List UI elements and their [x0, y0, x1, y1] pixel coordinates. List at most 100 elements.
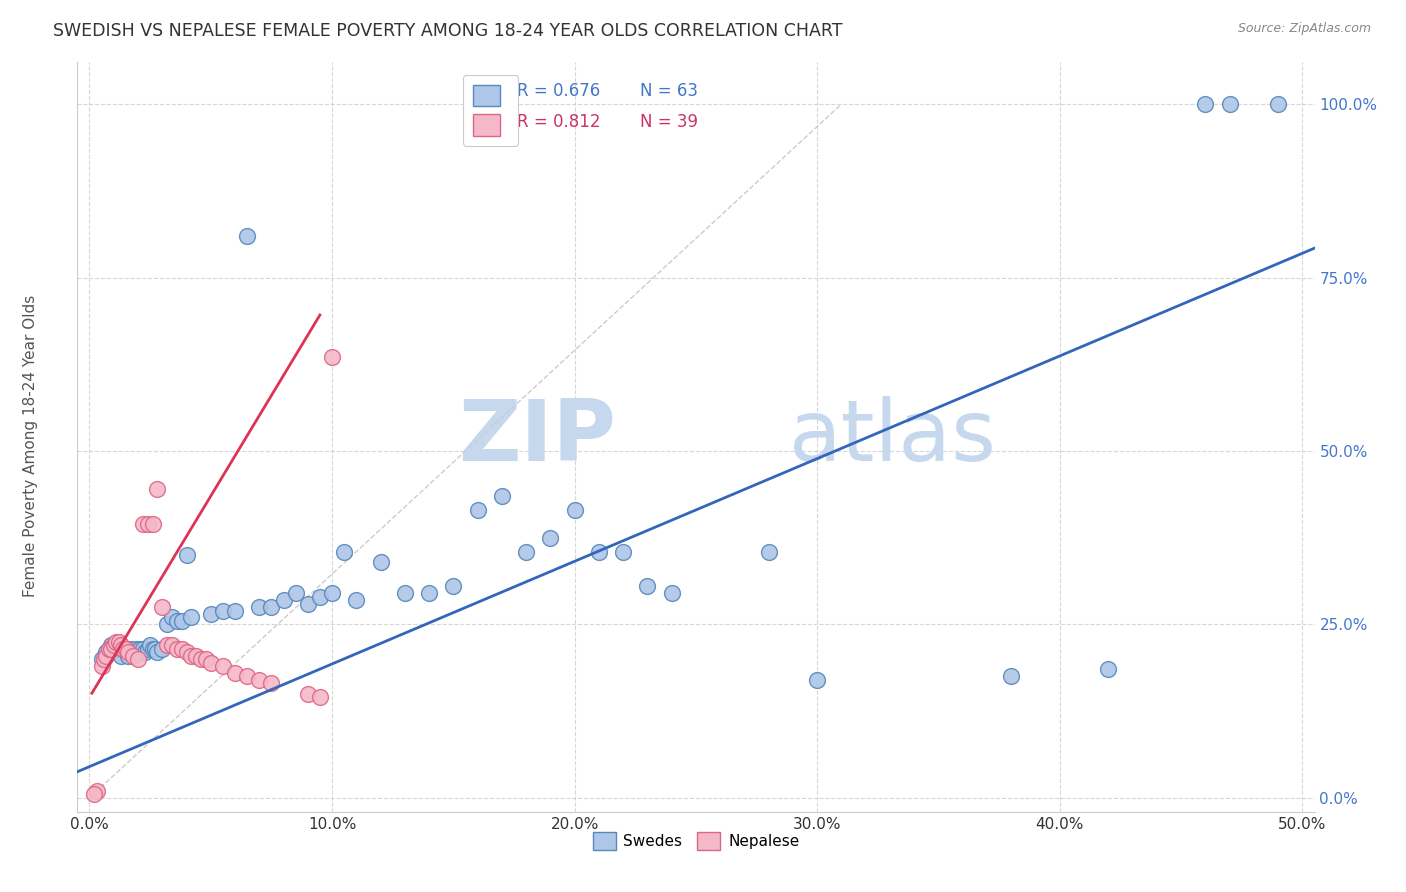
Point	[370, 555, 392, 569]
Point	[309, 590, 332, 604]
Point	[176, 548, 198, 562]
Text: atlas: atlas	[789, 395, 997, 479]
Point	[564, 503, 586, 517]
Point	[115, 641, 138, 656]
Point	[100, 638, 122, 652]
Point	[97, 641, 120, 656]
Point	[96, 648, 118, 663]
Point	[105, 638, 128, 652]
Point	[100, 641, 122, 656]
Point	[418, 586, 440, 600]
Point	[143, 641, 166, 656]
Point	[132, 516, 155, 531]
Point	[86, 784, 108, 798]
Point	[491, 489, 513, 503]
Point	[105, 634, 128, 648]
Point	[110, 648, 132, 663]
Point	[333, 544, 356, 558]
Point	[136, 641, 159, 656]
Point	[166, 614, 188, 628]
Point	[107, 634, 129, 648]
Point	[661, 586, 683, 600]
Point	[139, 638, 162, 652]
Point	[166, 641, 188, 656]
Point	[134, 645, 156, 659]
Point	[122, 645, 145, 659]
Point	[97, 641, 120, 656]
Point	[186, 648, 208, 663]
Point	[321, 351, 343, 365]
Point	[107, 641, 129, 656]
Text: ZIP: ZIP	[458, 395, 616, 479]
Point	[180, 610, 202, 624]
Point	[612, 544, 634, 558]
Point	[146, 645, 169, 659]
Text: Source: ZipAtlas.com: Source: ZipAtlas.com	[1237, 22, 1371, 36]
Point	[146, 482, 169, 496]
Point	[441, 579, 464, 593]
Point	[115, 641, 138, 656]
Point	[156, 617, 179, 632]
Point	[127, 652, 149, 666]
Point	[93, 652, 115, 666]
Point	[636, 579, 658, 593]
Point	[120, 641, 142, 656]
Point	[758, 544, 780, 558]
Point	[141, 516, 163, 531]
Point	[1000, 669, 1022, 683]
Point	[141, 641, 163, 656]
Point	[1194, 97, 1216, 112]
Point	[1097, 663, 1119, 677]
Point	[588, 544, 610, 558]
Point	[117, 648, 139, 663]
Point	[190, 652, 212, 666]
Point	[112, 641, 135, 656]
Point	[297, 687, 319, 701]
Point	[212, 659, 235, 673]
Text: R = 0.676: R = 0.676	[516, 82, 600, 100]
Point	[83, 788, 105, 802]
Point	[515, 544, 537, 558]
Point	[194, 652, 217, 666]
Point	[806, 673, 828, 687]
Point	[1219, 97, 1241, 112]
Point	[309, 690, 332, 705]
Text: N = 63: N = 63	[640, 82, 699, 100]
Point	[110, 638, 132, 652]
Point	[297, 597, 319, 611]
Point	[344, 593, 367, 607]
Point	[117, 645, 139, 659]
Point	[112, 641, 135, 656]
Point	[394, 586, 416, 600]
Point	[150, 600, 173, 615]
Point	[136, 516, 159, 531]
Point	[284, 586, 307, 600]
Point	[236, 669, 259, 683]
Text: Female Poverty Among 18-24 Year Olds: Female Poverty Among 18-24 Year Olds	[24, 295, 38, 597]
Point	[180, 648, 202, 663]
Point	[160, 638, 183, 652]
Point	[156, 638, 179, 652]
Point	[200, 656, 222, 670]
Point	[170, 614, 193, 628]
Point	[170, 641, 193, 656]
Point	[467, 503, 489, 517]
Point	[273, 593, 295, 607]
Point	[200, 607, 222, 621]
Point	[122, 648, 145, 663]
Point	[160, 610, 183, 624]
Text: SWEDISH VS NEPALESE FEMALE POVERTY AMONG 18-24 YEAR OLDS CORRELATION CHART: SWEDISH VS NEPALESE FEMALE POVERTY AMONG…	[53, 22, 844, 40]
Point	[150, 641, 173, 656]
Point	[212, 603, 235, 617]
Point	[260, 600, 283, 615]
Point	[247, 600, 270, 615]
Point	[90, 659, 112, 673]
Point	[224, 603, 246, 617]
Point	[103, 638, 125, 652]
Point	[127, 645, 149, 659]
Point	[96, 645, 118, 659]
Point	[1267, 97, 1289, 112]
Point	[129, 641, 152, 656]
Point	[224, 665, 246, 680]
Point	[176, 645, 198, 659]
